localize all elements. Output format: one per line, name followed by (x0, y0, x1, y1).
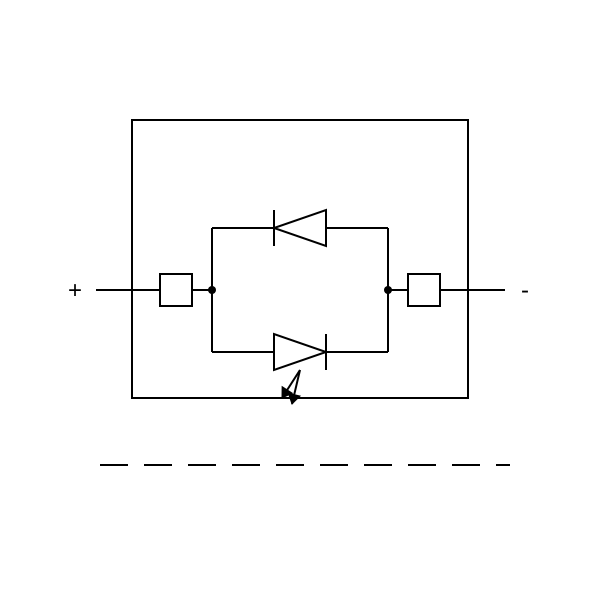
node-right (384, 286, 392, 294)
label-minus: - (521, 277, 529, 304)
node-left (208, 286, 216, 294)
terminal-box-right (408, 274, 440, 306)
label-plus: + (68, 277, 82, 304)
circuit-diagram: +- (0, 0, 600, 600)
terminal-box-left (160, 274, 192, 306)
